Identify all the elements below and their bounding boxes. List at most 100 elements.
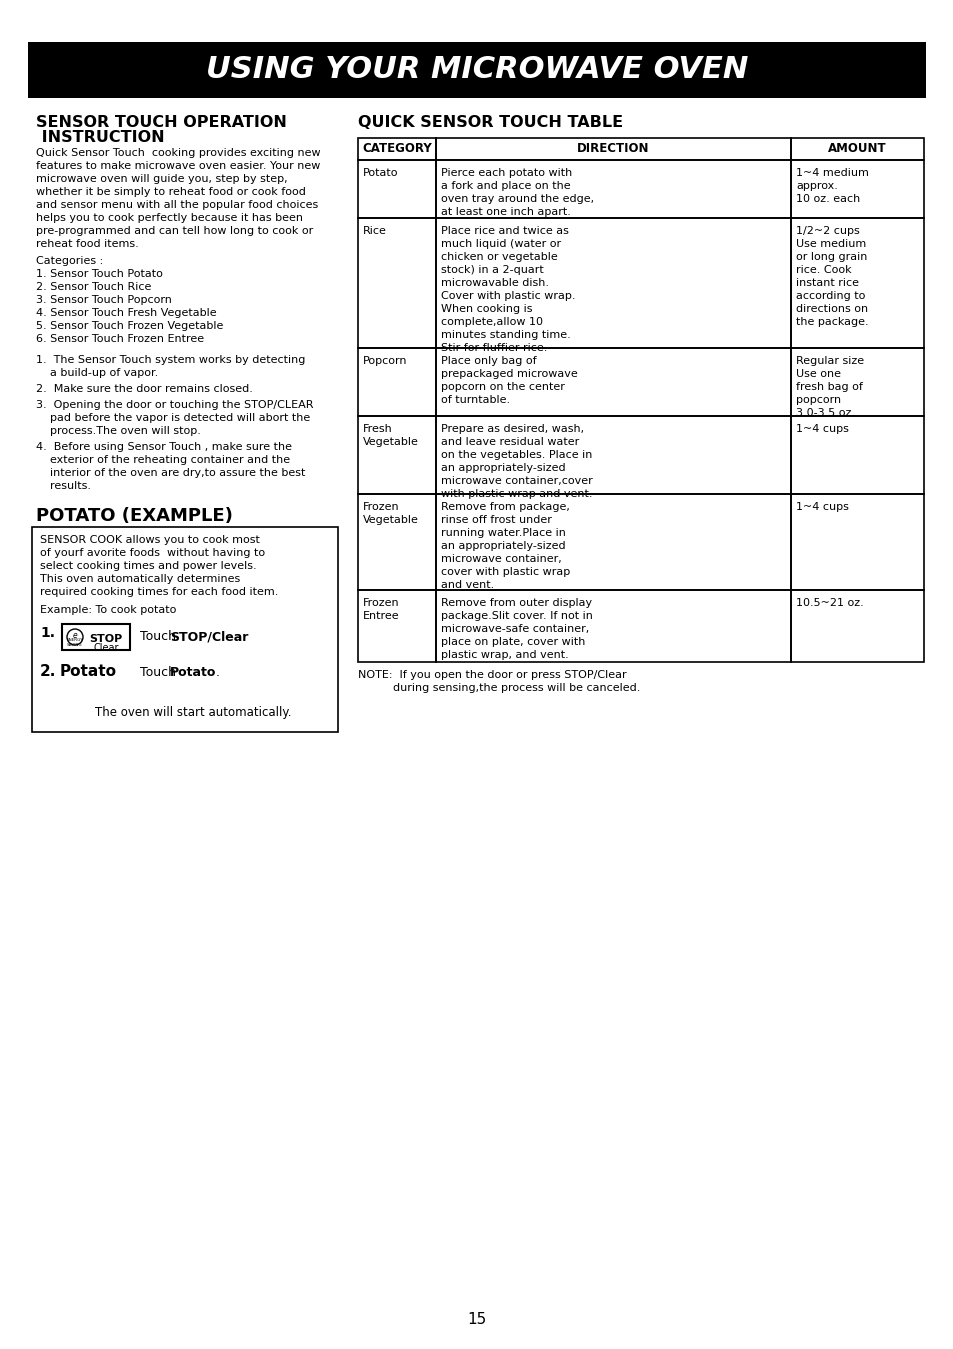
Text: and sensor menu with all the popular food choices: and sensor menu with all the popular foo… (36, 200, 318, 210)
Text: oven tray around the edge,: oven tray around the edge, (440, 194, 594, 204)
Text: microwave container,cover: microwave container,cover (440, 476, 592, 486)
Text: minutes standing time.: minutes standing time. (440, 331, 570, 340)
Text: with plastic wrap and vent.: with plastic wrap and vent. (440, 488, 592, 499)
Text: popcorn on the center: popcorn on the center (440, 382, 564, 393)
Bar (790, 138, 923, 161)
Text: the package.: the package. (795, 317, 868, 326)
Text: of turntable.: of turntable. (440, 395, 510, 405)
Text: an appropriately-sized: an appropriately-sized (440, 463, 565, 473)
Text: Place rice and twice as: Place rice and twice as (440, 227, 568, 236)
Text: 1.  The Sensor Touch system works by detecting: 1. The Sensor Touch system works by dete… (36, 355, 305, 366)
Text: prepackaged microwave: prepackaged microwave (440, 370, 578, 379)
Text: Categories :: Categories : (36, 256, 103, 266)
Bar (357, 138, 436, 161)
Text: Example: To cook potato: Example: To cook potato (40, 604, 176, 615)
Text: instant rice: instant rice (795, 278, 858, 287)
Bar (436, 590, 790, 662)
Text: microwavable dish.: microwavable dish. (440, 278, 548, 287)
Text: The oven will start automatically.: The oven will start automatically. (95, 706, 292, 719)
Text: plastic wrap, and vent.: plastic wrap, and vent. (440, 650, 568, 660)
Bar (357, 590, 436, 662)
Text: and vent.: and vent. (440, 580, 494, 590)
Text: SENSOR TOUCH OPERATION: SENSOR TOUCH OPERATION (36, 115, 287, 130)
Text: rice. Cook: rice. Cook (795, 264, 851, 275)
Text: POTATO (EXAMPLE): POTATO (EXAMPLE) (36, 507, 233, 525)
Text: 10 oz. each: 10 oz. each (795, 194, 860, 204)
Text: microwave-safe container,: microwave-safe container, (440, 625, 589, 634)
Text: cover with plastic wrap: cover with plastic wrap (440, 567, 570, 577)
Text: of yourf avorite foods  without having to: of yourf avorite foods without having to (40, 548, 265, 558)
Text: package.Slit cover. If not in: package.Slit cover. If not in (440, 611, 592, 621)
Text: 3.  Opening the door or touching the STOP/CLEAR: 3. Opening the door or touching the STOP… (36, 401, 314, 410)
Text: 4. Sensor Touch Fresh Vegetable: 4. Sensor Touch Fresh Vegetable (36, 308, 216, 318)
Text: 2. Sensor Touch Rice: 2. Sensor Touch Rice (36, 282, 152, 291)
Text: Stir for fluffier rice.: Stir for fluffier rice. (440, 343, 547, 353)
Text: chicken or vegetable: chicken or vegetable (440, 252, 558, 262)
Text: according to: according to (795, 291, 864, 301)
Text: 5. Sensor Touch Frozen Vegetable: 5. Sensor Touch Frozen Vegetable (36, 321, 223, 331)
Text: 1.: 1. (40, 626, 55, 639)
Text: exterior of the reheating container and the: exterior of the reheating container and … (36, 455, 290, 465)
Text: Place only bag of: Place only bag of (440, 356, 536, 366)
Text: ENERGY
SAVING: ENERGY SAVING (67, 638, 83, 646)
Bar (62, 625, 130, 650)
Text: running water.Place in: running water.Place in (440, 527, 565, 538)
Text: e: e (72, 630, 77, 639)
Text: Use one: Use one (795, 370, 841, 379)
Text: at least one inch apart.: at least one inch apart. (440, 206, 570, 217)
Bar (790, 494, 923, 590)
Text: Potato: Potato (363, 169, 398, 178)
Text: Potato: Potato (170, 666, 216, 679)
Bar (790, 415, 923, 494)
Text: rinse off frost under: rinse off frost under (440, 515, 551, 525)
Text: or long grain: or long grain (795, 252, 866, 262)
Text: fresh bag of: fresh bag of (795, 382, 862, 393)
Text: 3.0-3.5 oz.: 3.0-3.5 oz. (795, 407, 854, 418)
Bar (436, 415, 790, 494)
Text: CATEGORY: CATEGORY (362, 143, 432, 155)
Text: during sensing,the process will be canceled.: during sensing,the process will be cance… (357, 683, 639, 693)
Text: Prepare as desired, wash,: Prepare as desired, wash, (440, 424, 583, 434)
Text: Popcorn: Popcorn (363, 356, 407, 366)
Text: a fork and place on the: a fork and place on the (440, 181, 570, 192)
Text: 1/2~2 cups: 1/2~2 cups (795, 227, 859, 236)
Bar (357, 348, 436, 415)
Text: 2.  Make sure the door remains closed.: 2. Make sure the door remains closed. (36, 384, 253, 394)
Text: 10.5~21 oz.: 10.5~21 oz. (795, 598, 862, 608)
Text: Remove from outer display: Remove from outer display (440, 598, 592, 608)
Text: Cover with plastic wrap.: Cover with plastic wrap. (440, 291, 575, 301)
Text: 1~4 medium: 1~4 medium (795, 169, 868, 178)
Text: features to make microwave oven easier. Your new: features to make microwave oven easier. … (36, 161, 320, 171)
Text: much liquid (water or: much liquid (water or (440, 239, 560, 250)
Bar (357, 219, 436, 348)
Text: popcorn: popcorn (795, 395, 841, 405)
Text: AMOUNT: AMOUNT (827, 143, 886, 155)
Text: whether it be simply to reheat food or cook food: whether it be simply to reheat food or c… (36, 188, 306, 197)
Text: DIRECTION: DIRECTION (577, 143, 649, 155)
Text: 2.: 2. (40, 664, 56, 679)
Bar (32, 527, 337, 733)
Text: results.: results. (36, 482, 91, 491)
Text: Potato: Potato (60, 664, 117, 679)
Text: interior of the oven are dry,to assure the best: interior of the oven are dry,to assure t… (36, 468, 305, 478)
Text: Remove from package,: Remove from package, (440, 502, 569, 513)
Text: STOP/Clear: STOP/Clear (170, 630, 248, 643)
Bar (436, 161, 790, 219)
Text: NOTE:  If you open the door or press STOP/Clear: NOTE: If you open the door or press STOP… (357, 670, 626, 680)
Text: Vegetable: Vegetable (363, 437, 418, 447)
Text: INSTRUCTION: INSTRUCTION (36, 130, 165, 144)
Text: 1~4 cups: 1~4 cups (795, 424, 848, 434)
Text: on the vegetables. Place in: on the vegetables. Place in (440, 451, 592, 460)
Text: pad before the vapor is detected will abort the: pad before the vapor is detected will ab… (36, 413, 310, 424)
Text: When cooking is: When cooking is (440, 304, 532, 314)
Text: 15: 15 (467, 1313, 486, 1327)
Bar (436, 348, 790, 415)
Text: USING YOUR MICROWAVE OVEN: USING YOUR MICROWAVE OVEN (206, 55, 747, 85)
Bar (357, 161, 436, 219)
Text: microwave oven will guide you, step by step,: microwave oven will guide you, step by s… (36, 174, 287, 183)
Text: Fresh: Fresh (363, 424, 393, 434)
Text: 4.  Before using Sensor Touch , make sure the: 4. Before using Sensor Touch , make sure… (36, 442, 292, 452)
Text: required cooking times for each food item.: required cooking times for each food ite… (40, 587, 278, 598)
Text: 3. Sensor Touch Popcorn: 3. Sensor Touch Popcorn (36, 295, 172, 305)
Text: select cooking times and power levels.: select cooking times and power levels. (40, 561, 256, 571)
